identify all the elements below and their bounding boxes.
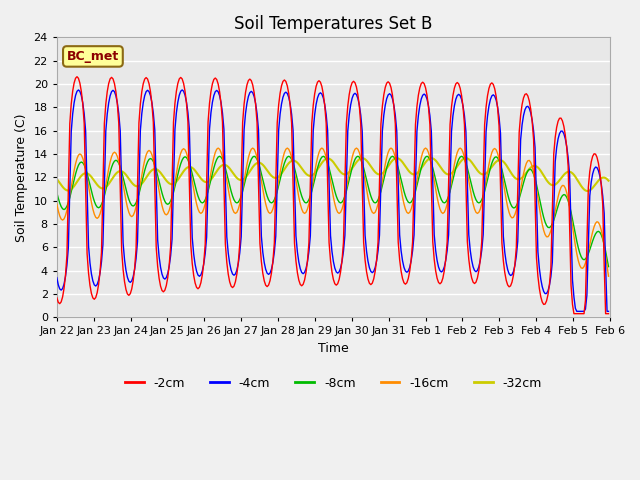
Y-axis label: Soil Temperature (C): Soil Temperature (C) xyxy=(15,113,28,241)
X-axis label: Time: Time xyxy=(318,342,349,355)
Legend: -2cm, -4cm, -8cm, -16cm, -32cm: -2cm, -4cm, -8cm, -16cm, -32cm xyxy=(120,372,547,395)
Text: BC_met: BC_met xyxy=(67,50,119,63)
Title: Soil Temperatures Set B: Soil Temperatures Set B xyxy=(234,15,433,33)
